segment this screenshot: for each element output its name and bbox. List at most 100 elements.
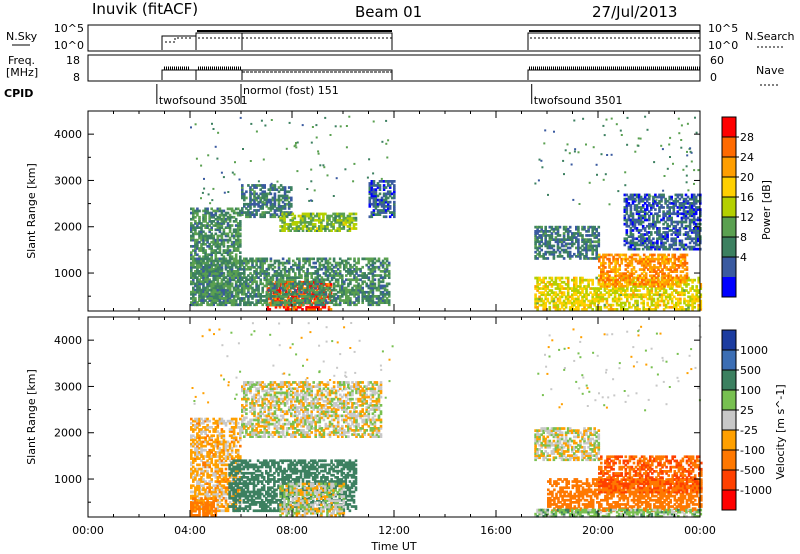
heatmap-cell [695, 285, 698, 288]
heatmap-cell [573, 293, 576, 297]
heatmap-cell [341, 280, 344, 284]
heatmap-cell [271, 184, 275, 187]
heatmap-cell [290, 188, 293, 191]
heatmap-cell [234, 290, 238, 294]
heatmap-cell [261, 270, 264, 273]
heatmap-cell [673, 255, 677, 259]
heatmap-cell [255, 280, 258, 284]
heatmap-cell [548, 252, 552, 256]
heatmap-cell [674, 233, 678, 236]
heatmap-cell [393, 194, 396, 198]
heatmap-cell [198, 286, 201, 290]
heatmap-cell [245, 280, 248, 284]
heatmap-cell [298, 265, 301, 269]
heatmap-cell [265, 194, 269, 198]
heatmap-cell [318, 284, 322, 288]
heatmap-cell [616, 268, 619, 271]
heatmap-cell [324, 286, 328, 290]
heatmap-cell [663, 272, 666, 275]
heatmap-cell [232, 249, 236, 252]
heatmap-cell [216, 295, 220, 298]
heatmap-cell [679, 283, 682, 286]
heatmap-cell [643, 216, 647, 220]
heatmap-cell [552, 230, 556, 233]
heatmap-cell [243, 282, 246, 286]
heatmap-cell [234, 257, 238, 261]
heatmap-cell [556, 299, 560, 303]
heatmap-cell [685, 274, 689, 278]
heatmap-cell [644, 272, 648, 275]
heatmap-cell [224, 249, 228, 252]
heatmap-cell [640, 268, 644, 271]
heatmap-cell [210, 303, 213, 307]
heatmap-cell [200, 257, 203, 261]
heatmap-cell [298, 282, 301, 286]
heatmap-cell [232, 242, 236, 246]
heatmap-cell [667, 268, 670, 271]
heatmap-cell [253, 295, 256, 298]
heatmap-cell [640, 282, 644, 286]
heatmap-cell [332, 299, 336, 302]
heatmap-cell [689, 287, 692, 290]
heatmap-cell [652, 222, 655, 226]
heatmap-cell [579, 252, 582, 256]
heatmap-cell [255, 192, 258, 196]
heatmap-cell [310, 276, 313, 279]
heatmap-cell [653, 274, 656, 278]
heatmap-cell [255, 263, 258, 267]
heatmap-cell [345, 278, 348, 282]
heatmap-cell [216, 263, 220, 267]
heatmap-cell [631, 237, 635, 241]
heatmap-cell [271, 205, 275, 208]
heatmap-cell [663, 253, 666, 257]
cpid-segment-label: twofsound 3501 [534, 94, 623, 107]
heatmap-cell [224, 217, 228, 221]
heatmap-cell [699, 287, 703, 290]
heatmap-cell [591, 297, 594, 301]
heatmap-cell [623, 218, 627, 222]
heatmap-cell [202, 242, 205, 246]
heatmap-cell [540, 236, 543, 239]
heatmap-cell [630, 283, 633, 286]
heatmap-cell [624, 268, 628, 271]
heatmap-cell [336, 272, 340, 275]
heatmap-cell [328, 257, 332, 261]
heatmap-cell [320, 284, 324, 288]
heatmap-cell [587, 293, 590, 297]
heatmap-cell [216, 270, 220, 273]
heatmap-cell [332, 212, 335, 216]
heatmap-cell [581, 301, 584, 305]
heatmap-cell [536, 278, 539, 282]
heatmap-cell [273, 288, 277, 292]
heatmap-cell [624, 257, 628, 261]
heatmap-cell [285, 190, 289, 194]
heatmap-cell [367, 272, 371, 275]
heatmap-cell [196, 240, 199, 244]
heatmap-cell [311, 225, 315, 228]
heatmap-cell [214, 263, 218, 267]
heatmap-cell [693, 278, 696, 282]
heatmap-cell [336, 278, 340, 282]
heatmap-cell [292, 299, 295, 302]
heatmap-cell [685, 266, 689, 269]
heatmap-cell [265, 192, 269, 196]
heatmap-cell [355, 292, 358, 296]
heatmap-cell [579, 232, 582, 235]
heatmap-cell [334, 292, 338, 296]
heatmap-cell [558, 278, 562, 282]
heatmap-cell [536, 230, 539, 233]
heatmap-cell [241, 284, 244, 288]
heatmap-cell [341, 288, 344, 292]
heatmap-cell [230, 263, 234, 267]
heatmap-cell [368, 196, 372, 200]
heatmap-cell [234, 299, 238, 302]
heatmap-cell [593, 297, 596, 301]
heatmap-cell [648, 210, 651, 213]
heatmap-cell [670, 195, 673, 199]
heatmap-cell [542, 299, 545, 303]
heatmap-cell [675, 257, 679, 261]
heatmap-cell [222, 215, 226, 219]
heatmap-cell [306, 276, 309, 279]
heatmap-cell [236, 261, 240, 265]
heatmap-cell [679, 291, 682, 294]
